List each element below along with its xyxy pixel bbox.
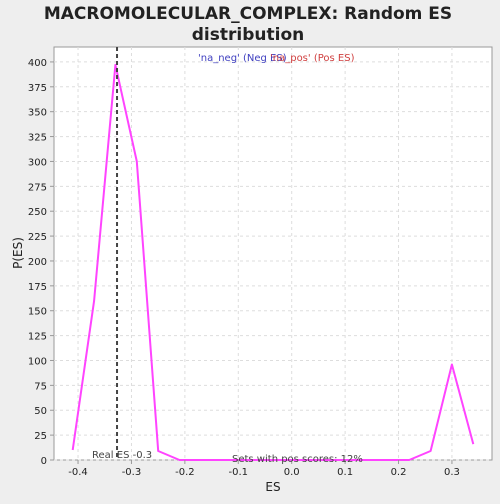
x-tick-label: -0.1 (229, 467, 249, 478)
y-tick-label: 350 (28, 108, 47, 119)
x-axis-ticks: -0.4 -0.3 -0.2 -0.1 0.0 0.1 0.2 0.3 (68, 460, 460, 478)
legend: 'na_neg' (Neg ES)'na_pos' (Pos ES) (198, 53, 355, 64)
x-tick-label: 0.2 (391, 467, 407, 478)
pos-score-annotation: Sets with pos scores: 12% (232, 454, 363, 465)
chart-title-line-1: MACROMOLECULAR_COMPLEX: Random ES (44, 4, 452, 24)
x-tick-label: -0.3 (122, 467, 142, 478)
y-tick-label: 375 (28, 83, 47, 94)
legend-entry: 'na_pos' (Pos ES) (270, 53, 355, 64)
y-tick-label: 200 (28, 257, 47, 268)
x-tick-label: 0.0 (284, 467, 300, 478)
y-tick-label: 225 (28, 232, 47, 243)
series-layer (71, 63, 475, 461)
es-distribution-line (71, 63, 475, 461)
legend-entry: 'na_neg' (Neg ES) (198, 53, 287, 64)
y-tick-label: 175 (28, 282, 47, 293)
y-tick-label: 400 (28, 58, 47, 69)
x-tick-label: 0.1 (337, 467, 353, 478)
x-tick-label: -0.2 (175, 467, 195, 478)
y-tick-label: 50 (34, 406, 47, 417)
y-tick-label: 275 (28, 182, 47, 193)
y-tick-label: 150 (28, 307, 47, 318)
y-tick-label: 100 (28, 356, 47, 367)
x-axis-label: ES (265, 480, 280, 494)
chart-title-line-2: distribution (192, 25, 304, 45)
grid-lines (54, 47, 492, 461)
y-tick-label: 0 (41, 456, 47, 467)
y-tick-label: 25 (34, 431, 47, 442)
y-tick-label: 325 (28, 133, 47, 144)
y-tick-label: 250 (28, 207, 47, 218)
plot-area (53, 46, 493, 461)
y-axis-ticks: 0 25 50 75 100 125 150 175 200 225 250 275 300 325 350… (28, 58, 54, 467)
reference-layer: Real ES -0.3 (92, 47, 152, 461)
y-tick-label: 125 (28, 332, 47, 343)
y-axis-label: P(ES) (11, 237, 25, 269)
real-es-label: Real ES -0.3 (92, 450, 152, 461)
y-tick-label: 300 (28, 157, 47, 168)
y-tick-label: 75 (34, 381, 47, 392)
x-tick-label: 0.3 (444, 467, 460, 478)
x-tick-label: -0.4 (68, 467, 88, 478)
